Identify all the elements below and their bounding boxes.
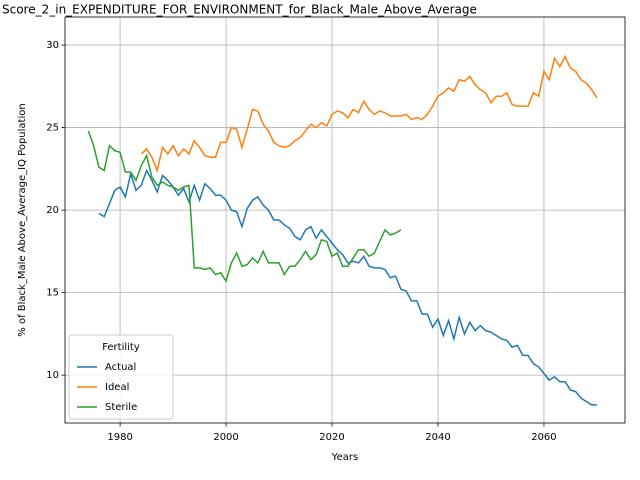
y-tick-label: 20 <box>46 205 59 216</box>
y-axis-label: % of Black_Male Above_Average_IQ Populat… <box>17 103 28 336</box>
legend-box <box>68 334 174 420</box>
x-tick-label: 2020 <box>319 432 344 443</box>
legend: Fertility Actual Ideal Sterile <box>68 334 174 420</box>
legend-label: Actual <box>105 362 136 373</box>
y-tick-label: 15 <box>46 288 59 299</box>
x-tick-label: 1980 <box>107 432 132 443</box>
y-tick-label: 10 <box>46 370 59 381</box>
line-series <box>98 168 597 406</box>
legend-label: Ideal <box>105 382 129 393</box>
x-tick-label: 2000 <box>213 432 238 443</box>
chart-title: Score_2_in_EXPENDITURE_FOR_ENVIRONMENT_f… <box>2 3 477 17</box>
plot-frame <box>64 16 626 424</box>
line-series <box>87 130 402 283</box>
x-axis-label: Years <box>331 452 358 463</box>
x-tick-label: 2040 <box>425 432 450 443</box>
y-tick-label: 25 <box>46 123 59 134</box>
x-tick-label: 2060 <box>531 432 556 443</box>
line-series <box>140 54 598 173</box>
legend-title: Fertility <box>102 342 140 353</box>
y-tick-label: 30 <box>46 40 59 51</box>
legend-label: Sterile <box>105 402 137 413</box>
